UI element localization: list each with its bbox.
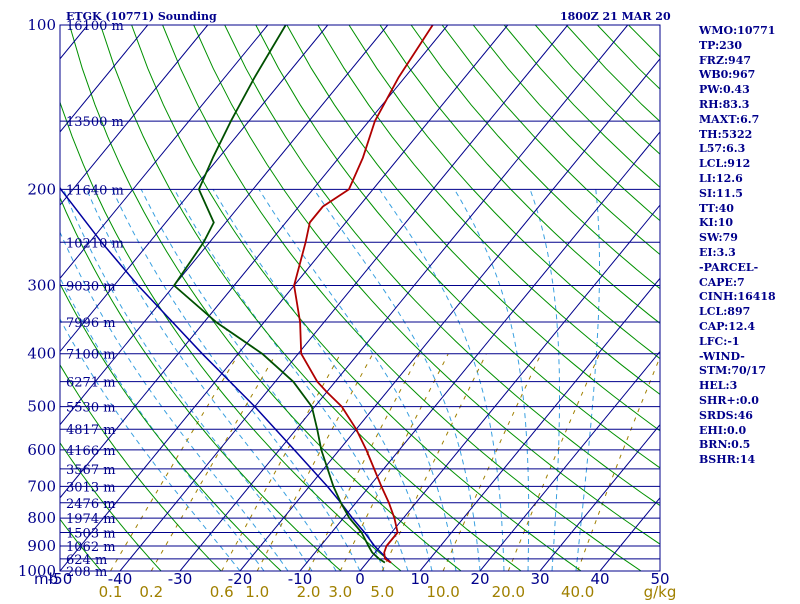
pressure-label: 600 (27, 441, 56, 459)
dry-adiabat-line (225, 25, 761, 571)
stat-item: LFC:-1 (699, 335, 740, 348)
pressure-label: 100 (27, 16, 56, 34)
height-label: 4817 m (66, 423, 116, 438)
height-label: 2476 m (66, 497, 116, 512)
height-label: 13500 m (66, 115, 124, 130)
stat-item: -WIND- (699, 350, 745, 363)
stat-item: PW:0.43 (699, 83, 750, 96)
stat-item: RH:83.3 (699, 98, 749, 111)
moist-adiabat-line (259, 189, 456, 571)
isotherm-line (240, 25, 688, 571)
mixing-ratio-line (382, 354, 486, 571)
moist-adiabat-line (112, 189, 360, 571)
stat-item: LI:12.6 (699, 172, 743, 185)
pressure-label: 200 (27, 180, 56, 198)
pressure-label: 400 (27, 345, 56, 363)
dry-adiabat-line (7, 25, 341, 571)
stat-item: FRZ:947 (699, 54, 751, 67)
stat-item: BSHR:14 (699, 453, 755, 466)
isotherm-line (300, 25, 748, 571)
stat-item: WB0:967 (699, 68, 755, 81)
moist-adiabat-line (576, 189, 600, 571)
stat-item: MAXT:6.7 (699, 113, 759, 126)
stat-item: CINH:16418 (699, 290, 776, 303)
mixing-ratio-line (111, 354, 239, 571)
stat-item: WMO:10771 (699, 24, 775, 37)
height-label: 7100 m (66, 348, 116, 363)
moist-adiabat-line (213, 189, 432, 571)
mixing-ratio-label: 40.0 (561, 583, 594, 600)
pressure-label: 700 (27, 477, 56, 495)
stat-item: TH:5322 (699, 128, 752, 141)
temperature-tick-label: -30 (168, 570, 193, 588)
moist-adiabat-line (380, 189, 505, 571)
stat-item: SHR+:0.0 (699, 394, 759, 407)
sounding-title: ETGK (10771) Sounding (66, 10, 217, 23)
height-label: 5530 m (66, 401, 116, 416)
mixing-ratio-label: 0.1 (99, 583, 123, 600)
stat-item: LCL:897 (699, 305, 750, 318)
mixing-ratio-label: 0.6 (210, 583, 234, 600)
stat-item: HEL:3 (699, 379, 737, 392)
height-label: 10210 m (66, 236, 124, 251)
isotherm-line (0, 25, 28, 571)
height-label: 9030 m (66, 280, 116, 295)
stat-item: L57:6.3 (699, 142, 745, 155)
temperature-trace (294, 25, 433, 563)
mixing-ratio-label: 2.0 (297, 583, 321, 600)
height-label: 3567 m (66, 463, 116, 478)
stat-item: TT:40 (699, 202, 734, 215)
stat-item: SI:11.5 (699, 187, 743, 200)
temperature-tick-label: -50 (48, 570, 73, 588)
height-label: 4166 m (66, 444, 116, 459)
mixing-ratio-label: 1.0 (245, 583, 269, 600)
stat-item: EI:3.3 (699, 246, 736, 259)
mixing-ratio-label: 3.0 (328, 583, 352, 600)
stat-item: KI:10 (699, 216, 733, 229)
moist-adiabat-line (87, 189, 336, 571)
stat-item: BRN:0.5 (699, 438, 750, 451)
dry-adiabat-line (163, 25, 641, 571)
stat-item: -PARCEL- (699, 261, 758, 274)
isotherms (0, 25, 800, 571)
mixing-ratio-line (257, 354, 373, 571)
stat-item: TP:230 (699, 39, 742, 52)
moist-adiabat-line (455, 189, 529, 571)
temperature-tick-label: 30 (530, 570, 549, 588)
stat-item: SRDS:46 (699, 409, 753, 422)
stat-item: LCL:912 (699, 157, 750, 170)
dry-adiabats (0, 25, 800, 571)
height-label: 1974 m (66, 512, 116, 527)
stat-item: STM:70/17 (699, 364, 766, 377)
pressure-label: 900 (27, 537, 56, 555)
height-label: 11640 m (66, 183, 124, 198)
mixing-ratio-unit-label: g/kg (644, 583, 677, 600)
height-label: 3013 m (66, 480, 116, 495)
mixing-ratio-line (340, 354, 448, 571)
stat-item: CAPE:7 (699, 276, 745, 289)
pressure-label: 800 (27, 509, 56, 527)
temperature-tick-label: 0 (355, 570, 365, 588)
pressure-label: 500 (27, 398, 56, 416)
mixing-ratio-label: 20.0 (492, 583, 525, 600)
moist-adiabat-line (530, 189, 559, 571)
mixing-ratio-label: 10.0 (426, 583, 459, 600)
mixing-ratio-label: 0.2 (139, 583, 163, 600)
stat-item: SW:79 (699, 231, 738, 244)
height-label: 7996 m (66, 316, 116, 331)
stat-item: EHI:0.0 (699, 424, 746, 437)
pressure-label: 300 (27, 277, 56, 295)
mixing-ratio-line (222, 354, 341, 571)
temperature-tick-label: 20 (470, 570, 489, 588)
mixing-ratio-lines (111, 354, 662, 571)
height-label: 6271 m (66, 376, 116, 391)
stat-item: CAP:12.4 (699, 320, 755, 333)
mixing-ratio-line (151, 354, 276, 571)
isotherm-line (60, 25, 508, 571)
valid-time: 1800Z 21 MAR 20 (560, 10, 671, 23)
mixing-ratio-label: 5.0 (370, 583, 394, 600)
